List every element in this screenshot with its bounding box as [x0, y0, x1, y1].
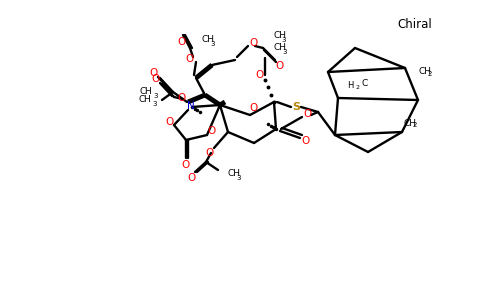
Text: CH: CH: [228, 169, 241, 178]
Text: O: O: [150, 68, 158, 78]
Text: O: O: [186, 54, 194, 64]
Text: CH: CH: [274, 44, 287, 52]
Text: CH: CH: [202, 35, 215, 44]
Text: H: H: [143, 95, 150, 104]
Text: 3: 3: [236, 175, 241, 181]
Text: H: H: [144, 88, 151, 97]
Text: CH: CH: [273, 32, 286, 40]
Text: 3: 3: [152, 101, 156, 107]
Text: O: O: [276, 61, 284, 71]
Text: Chiral: Chiral: [398, 17, 432, 31]
Text: O: O: [207, 126, 215, 136]
Text: 2: 2: [428, 71, 432, 77]
Text: CH: CH: [404, 118, 417, 127]
Text: CH: CH: [419, 68, 432, 76]
Text: O: O: [152, 74, 160, 84]
Text: N: N: [187, 101, 195, 111]
Text: C: C: [362, 80, 368, 88]
Text: C: C: [139, 95, 145, 104]
Text: O: O: [301, 136, 309, 146]
Text: O: O: [304, 109, 312, 119]
Text: O: O: [165, 117, 173, 127]
Text: O: O: [177, 37, 185, 47]
Text: S: S: [292, 102, 300, 112]
Text: C: C: [140, 88, 146, 97]
Text: O: O: [250, 38, 258, 48]
Text: O: O: [182, 160, 190, 170]
Text: 2: 2: [356, 85, 360, 90]
Text: 3: 3: [281, 37, 286, 43]
Text: O: O: [187, 173, 195, 183]
Text: 3: 3: [153, 93, 157, 99]
Text: H: H: [348, 82, 354, 91]
Text: O: O: [205, 148, 213, 158]
Text: O: O: [256, 70, 264, 80]
Text: 3: 3: [210, 41, 214, 47]
Text: O: O: [178, 93, 186, 103]
Text: O: O: [249, 103, 257, 113]
Text: 2: 2: [413, 122, 417, 128]
Text: 3: 3: [282, 49, 287, 55]
